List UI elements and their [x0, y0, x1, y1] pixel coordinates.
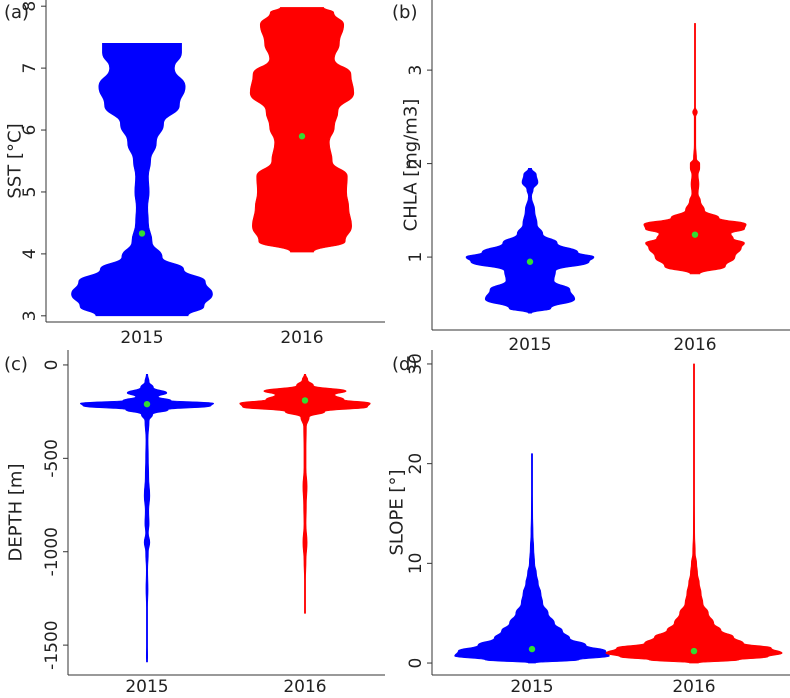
x-tick-label: 2016 [283, 677, 326, 697]
y-axis-title: SST [°C] [5, 123, 26, 198]
x-tick-label: 2015 [508, 335, 551, 355]
panel-d: 0 10 20 30 SLOPE [°] (d) 2015 2016 [387, 350, 790, 697]
y-tick-label: 0 [42, 360, 62, 371]
y-tick-label: 3 [20, 310, 40, 321]
x-tick-label: 2015 [120, 328, 163, 348]
median-point-2015 [143, 400, 151, 408]
y-tick-label: 8 [20, 1, 40, 12]
median-point-2016 [690, 647, 698, 655]
y-tick-label: 1 [406, 252, 426, 263]
median-point-2016 [301, 397, 309, 404]
median-point-2015 [528, 645, 536, 653]
x-tick-label: 2015 [125, 677, 168, 697]
y-tick-label: -500 [42, 439, 62, 478]
panel-tag-label: (d) [392, 354, 417, 375]
y-tick-label: 5 [20, 187, 40, 198]
panel-b: 1 2 3 CHLA [mg/m3] (b) 2015 2016 [392, 0, 790, 355]
median-point-2015 [526, 258, 534, 265]
panel-tag-label: (b) [392, 2, 417, 23]
median-point-2015 [138, 230, 146, 237]
y-axis-title: DEPTH [m] [6, 464, 27, 562]
y-tick-label: 30 [406, 353, 426, 375]
y-tick-label: -1000 [42, 527, 62, 576]
y-tick-label: 4 [20, 248, 40, 259]
x-tick-label: 2016 [673, 335, 716, 355]
y-tick-label: 2 [406, 158, 426, 169]
x-tick-label: 2016 [672, 677, 715, 697]
panel-c: 0 -500 -1000 -1500 DEPTH [m] (c) 2015 2016 [4, 350, 385, 697]
y-tick-label: 7 [20, 63, 40, 74]
y-axis-title: SLOPE [°] [387, 470, 408, 556]
y-tick-label: 10 [406, 553, 426, 575]
y-tick-label: 6 [20, 125, 40, 136]
x-tick-label: 2016 [280, 328, 323, 348]
y-axis-title: CHLA [mg/m3] [401, 99, 422, 232]
panel-tag-label: (c) [4, 354, 28, 375]
x-tick-label: 2015 [510, 677, 553, 697]
panel-a: 3 4 5 6 7 8 SST [°C] (a) 2015 2016 [4, 0, 385, 348]
median-point-2016 [298, 133, 306, 140]
y-tick-label: 3 [406, 65, 426, 76]
y-tick-label: 0 [406, 658, 426, 669]
y-tick-label: 20 [406, 453, 426, 475]
panel-tag-label: (a) [4, 2, 29, 23]
y-tick-label: -1500 [42, 620, 62, 669]
median-point-2016 [691, 231, 699, 238]
